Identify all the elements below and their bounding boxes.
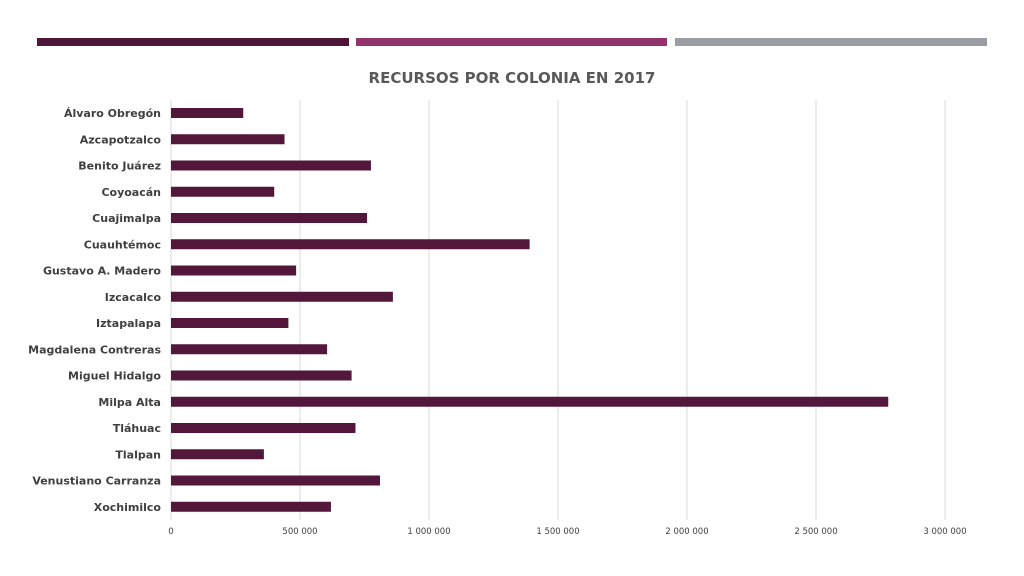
bar: [171, 291, 393, 302]
category-label: Magdalena Contreras: [28, 343, 161, 356]
x-tick-label: 0: [168, 527, 173, 537]
bar: [171, 186, 275, 197]
bar: [171, 396, 889, 407]
category-label: Cuauhtémoc: [84, 238, 161, 251]
bar: [171, 423, 356, 433]
category-label: Cuajimalpa: [92, 212, 161, 225]
bar: [171, 449, 264, 460]
header-accent-bar-3: [675, 38, 987, 46]
bar: [171, 134, 285, 145]
x-tick-label: 1 000 000: [407, 527, 450, 537]
header-accent-bar-2: [356, 38, 667, 46]
bar: [171, 370, 352, 381]
category-label: Xochimilco: [94, 501, 162, 514]
category-label: Tlalpan: [115, 448, 161, 461]
category-label: Azcapotzalco: [80, 133, 162, 146]
bar: [171, 265, 297, 276]
chart-title: RECURSOS POR COLONIA EN 2017: [368, 69, 656, 87]
category-label: Coyoacán: [101, 186, 161, 199]
bar: [171, 239, 530, 250]
x-tick-label: 3 000 000: [923, 527, 966, 537]
category-label: Benito Juárez: [78, 160, 161, 173]
x-tick-label: 500 000: [282, 527, 317, 537]
category-label: Milpa Alta: [98, 396, 161, 409]
bar: [171, 108, 244, 118]
x-tick-label: 2 500 000: [794, 527, 837, 537]
category-label: Miguel Hidalgo: [68, 370, 161, 383]
header-accent-bar-1: [37, 38, 349, 46]
category-label: Izcacalco: [105, 291, 162, 304]
bar: [171, 160, 371, 171]
bar: [171, 318, 289, 328]
category-label: Gustavo A. Madero: [43, 265, 161, 278]
bar: [171, 501, 331, 512]
bar: [171, 213, 368, 223]
bar: [171, 344, 328, 355]
x-tick-label: 1 500 000: [536, 527, 579, 537]
category-label: Álvaro Obregón: [64, 107, 161, 120]
bar: [171, 475, 380, 486]
category-label: Tláhuac: [113, 422, 161, 435]
category-label: Iztapalapa: [96, 317, 161, 330]
x-tick-label: 2 000 000: [665, 527, 708, 537]
category-label: Venustiano Carranza: [32, 475, 161, 488]
